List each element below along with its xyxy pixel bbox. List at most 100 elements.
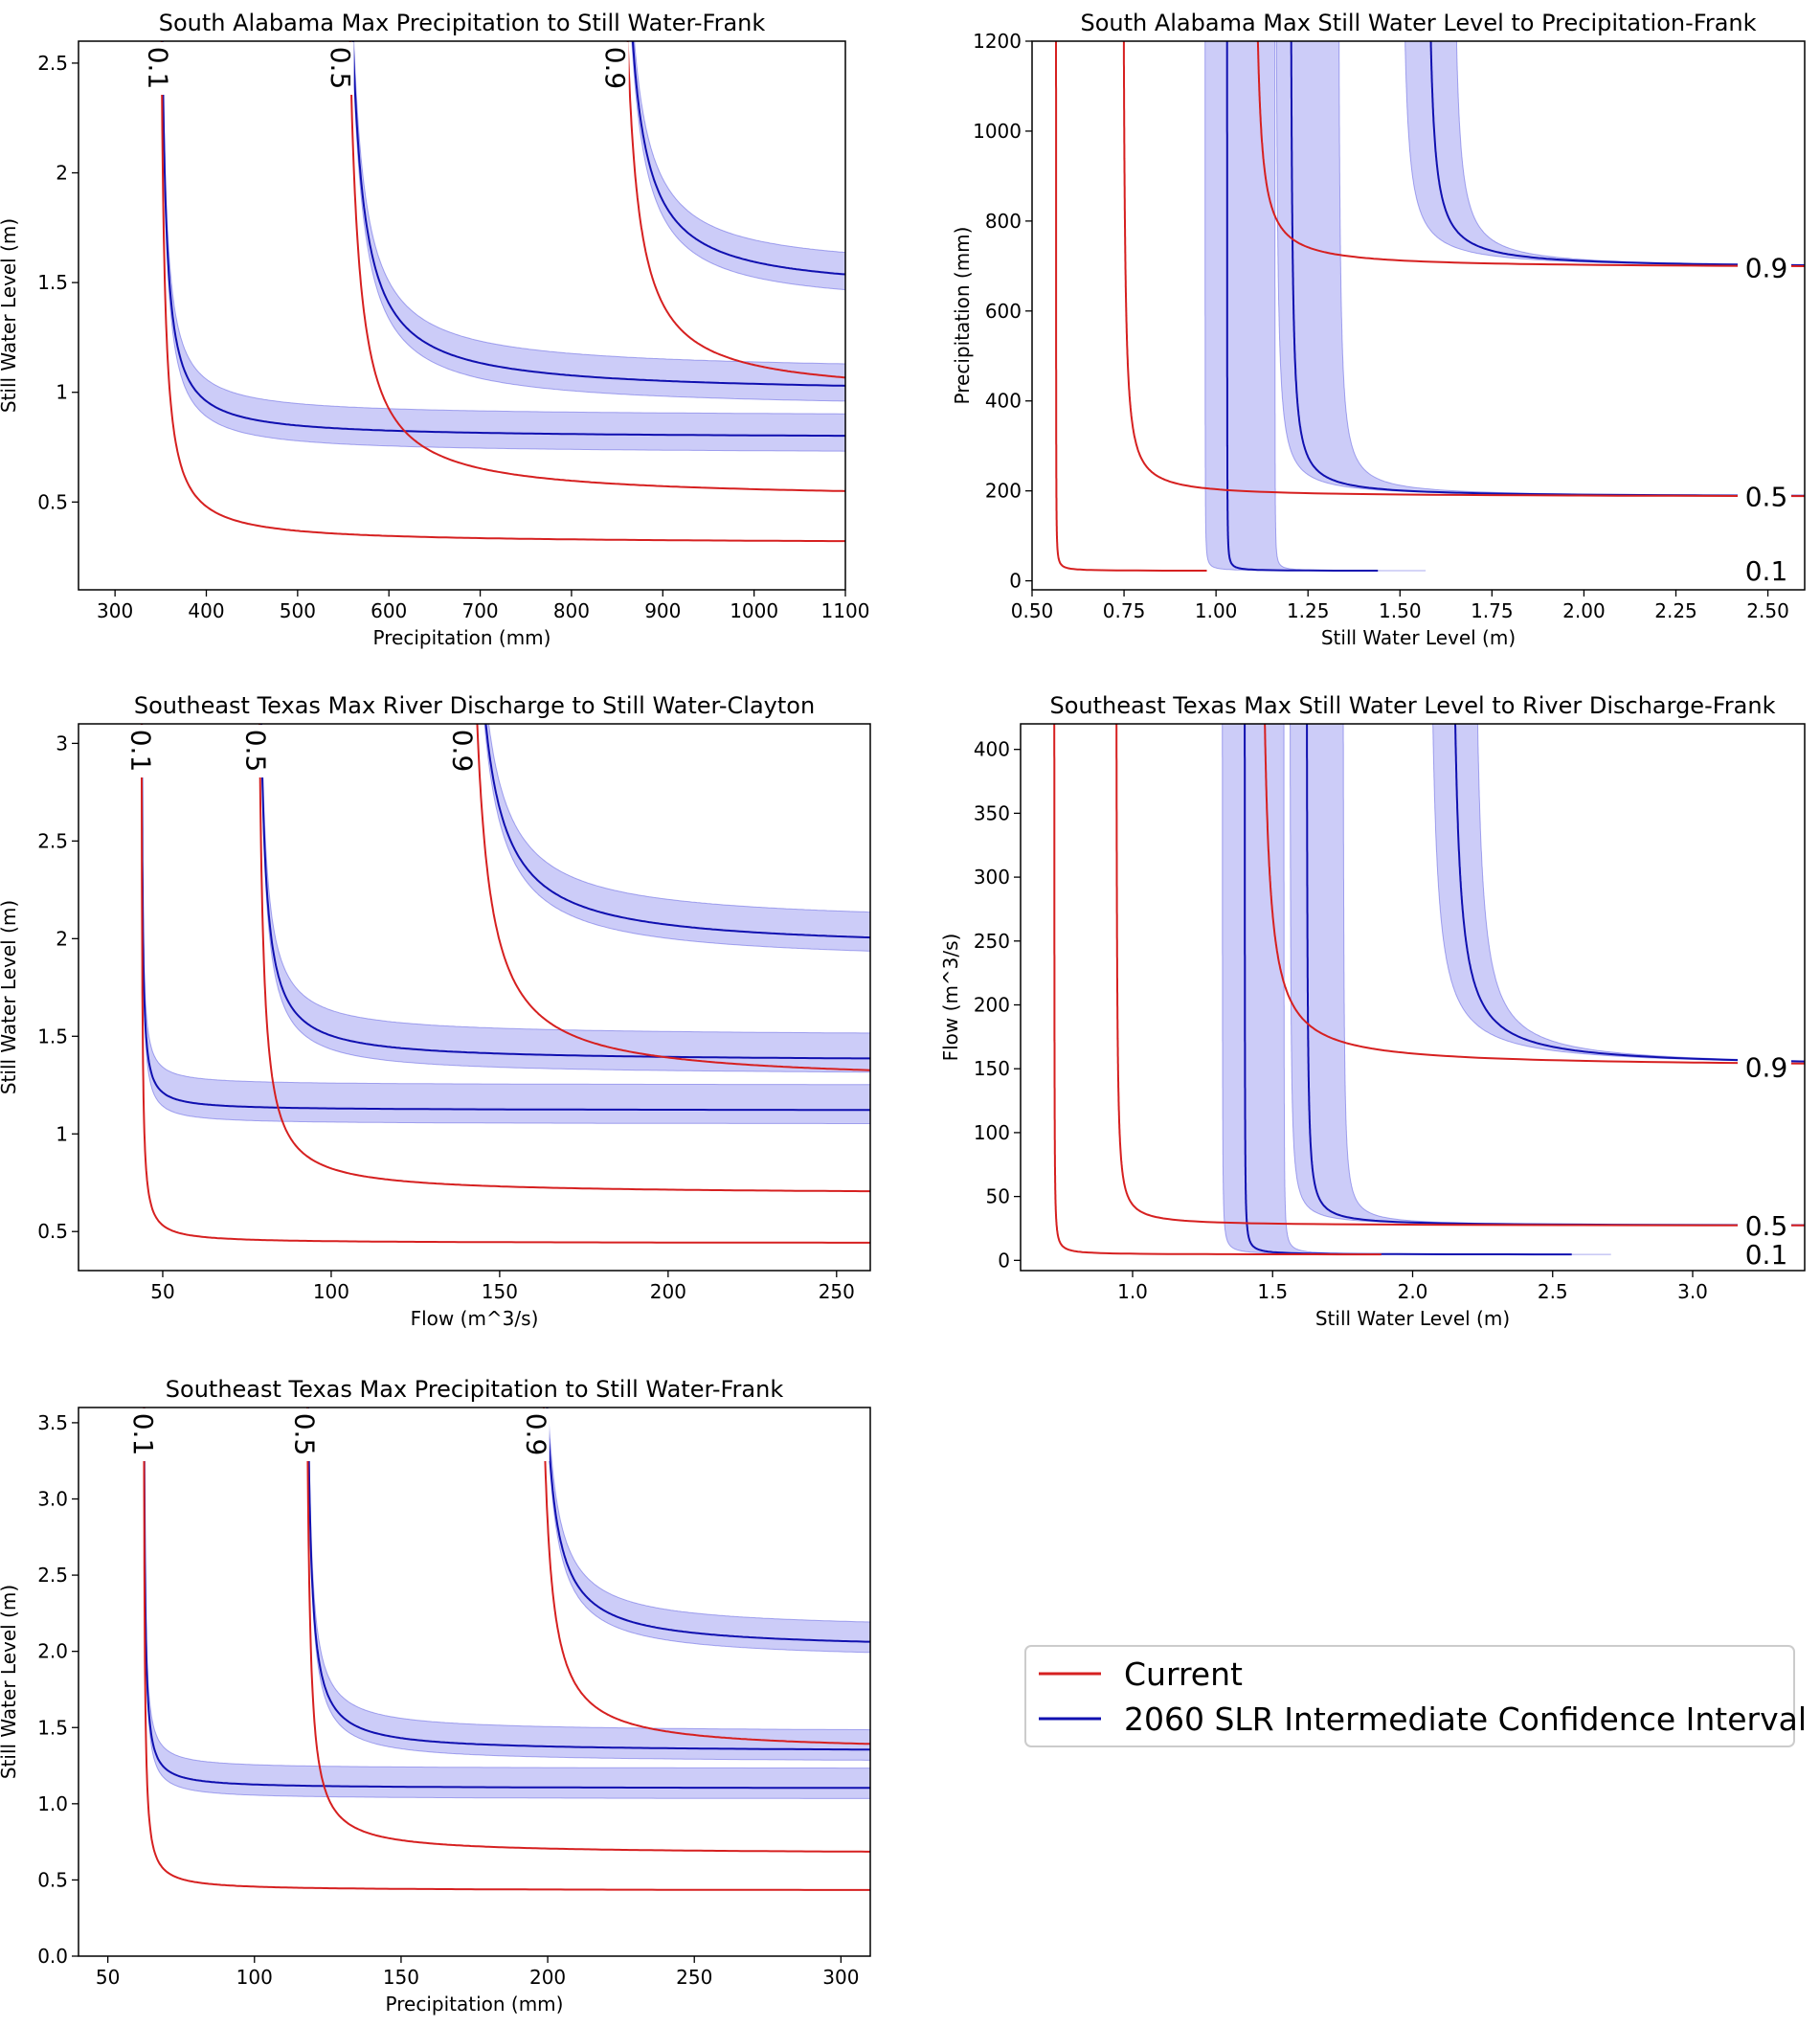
- contour-label-0.1: 0.1: [1745, 1239, 1788, 1271]
- chart-title: South Alabama Max Still Water Level to P…: [1080, 10, 1756, 36]
- ci-band-0.5: [1275, 41, 1805, 497]
- current-line-0.5: [1115, 724, 1805, 1227]
- ci-band-0.9: [1404, 41, 1805, 266]
- ci-band-0.1: [144, 1408, 870, 1799]
- x-tick-label: 150: [482, 1280, 518, 1303]
- contour-label-0.5: 0.5: [288, 1413, 320, 1456]
- ci-band-0.1: [1204, 41, 1427, 572]
- x-tick-label: 800: [553, 599, 590, 622]
- y-tick-label: 1.5: [37, 1716, 68, 1739]
- contour-label-0.9: 0.9: [1745, 1051, 1788, 1083]
- y-axis-label: Flow (m^3/s): [939, 934, 962, 1062]
- axes-frame: [78, 40, 846, 591]
- y-axis-label: Still Water Level (m): [0, 900, 20, 1094]
- ci-band-0.1: [141, 724, 870, 1124]
- x-tick-label: 200: [650, 1280, 686, 1303]
- contour-label-0.9: 0.9: [1745, 253, 1788, 284]
- contour-label-0.1: 0.1: [142, 47, 173, 90]
- y-tick-label: 0.5: [37, 1868, 68, 1891]
- slr-line-0.1: [1244, 724, 1572, 1256]
- x-axis-label: Precipitation (mm): [386, 1993, 564, 2016]
- contour-label-0.9: 0.9: [447, 730, 479, 773]
- x-tick-label: 2.5: [1538, 1280, 1568, 1303]
- ci-band-0.1: [1222, 724, 1611, 1255]
- slr-line-0.1: [1225, 41, 1379, 572]
- ci-band-0.5: [307, 1408, 870, 1761]
- slr-line-0.5: [1306, 724, 1805, 1227]
- x-tick-label: 3.0: [1677, 1280, 1708, 1303]
- y-tick-label: 0: [1009, 570, 1022, 593]
- chart-setx-precip: 0.1 0.5 0.9 50 100 150 200 250 300 0.0 0.5 1.0 1.5 2.…: [0, 1376, 871, 2016]
- y-tick-label: 1000: [973, 120, 1022, 143]
- y-axis-label: Still Water Level (m): [0, 218, 20, 413]
- slr-line-0.9: [1429, 41, 1805, 267]
- ci-band-0.1: [162, 41, 845, 452]
- y-tick-label: 350: [974, 801, 1010, 824]
- x-tick-label: 1.75: [1471, 599, 1514, 622]
- y-tick-label: 800: [985, 210, 1022, 233]
- contour-label-0.1: 0.1: [1745, 555, 1788, 587]
- slr-line-0.9: [546, 1408, 870, 1643]
- y-tick-label: 3: [56, 732, 68, 754]
- chart-setx-swl: 0.10.5 0.9 1.0 1.5 2.0 2.5 3.0 0 50 100 150 200 250 3…: [939, 692, 1806, 1330]
- x-tick-label: 50: [150, 1280, 174, 1303]
- y-tick-label: 3.5: [37, 1411, 68, 1434]
- y-tick-label: 1: [56, 1122, 68, 1145]
- x-tick-label: 150: [383, 1966, 419, 1989]
- x-tick-label: 700: [461, 599, 498, 622]
- x-tick-label: 200: [529, 1966, 566, 1989]
- x-tick-label: 500: [280, 599, 316, 622]
- x-tick-label: 300: [822, 1966, 859, 1989]
- y-tick-label: 250: [974, 930, 1010, 953]
- slr-line-0.1: [143, 1408, 870, 1790]
- ci-band-0.5: [260, 724, 870, 1073]
- current-line-0.9: [1264, 724, 1805, 1065]
- current-line-0.9: [476, 724, 870, 1071]
- current-line-0.5: [305, 1408, 870, 1853]
- y-tick-label: 300: [974, 866, 1010, 889]
- y-tick-label: 1200: [973, 30, 1022, 53]
- x-axis-label: Flow (m^3/s): [411, 1307, 539, 1330]
- x-tick-label: 2.25: [1654, 599, 1697, 622]
- x-axis-label: Still Water Level (m): [1321, 626, 1516, 649]
- contour-label-0.5: 0.5: [1745, 482, 1788, 513]
- legend: Current 2060 SLR Intermediate Confidence …: [1024, 1645, 1807, 1747]
- x-tick-label: 900: [644, 599, 681, 622]
- current-line-0.5: [258, 724, 870, 1193]
- x-tick-label: 0.50: [1011, 599, 1054, 622]
- slr-line-0.1: [141, 724, 870, 1112]
- current-line-0.1: [1053, 724, 1382, 1256]
- current-line-0.1: [140, 724, 870, 1244]
- y-tick-label: 50: [986, 1185, 1010, 1208]
- chart-title: Southeast Texas Max Precipitation to Sti…: [166, 1376, 784, 1403]
- current-line-0.5: [348, 41, 845, 492]
- axes-frame: [1031, 40, 1806, 591]
- y-tick-label: 200: [985, 480, 1022, 503]
- legend-label-0: Current: [1124, 1655, 1243, 1693]
- slr-line-0.9: [631, 41, 845, 276]
- contour-label-0.1: 0.1: [125, 730, 157, 773]
- slr-line-0.9: [1454, 724, 1805, 1063]
- y-tick-label: 400: [974, 738, 1010, 761]
- x-tick-label: 2.50: [1746, 599, 1789, 622]
- plot-area: [1053, 724, 1805, 1256]
- x-tick-label: 1100: [821, 599, 870, 622]
- ci-band-0.5: [1290, 724, 1805, 1227]
- y-tick-label: 2.5: [37, 1564, 68, 1587]
- y-axis-label: Precipitation (mm): [951, 227, 974, 405]
- plot-area: [160, 41, 845, 543]
- slr-line-0.9: [484, 724, 870, 939]
- x-tick-label: 1.50: [1379, 599, 1422, 622]
- contour-label-0.5: 0.5: [325, 47, 356, 90]
- x-tick-label: 1000: [730, 599, 778, 622]
- x-tick-label: 400: [188, 599, 224, 622]
- x-tick-label: 50: [96, 1966, 120, 1989]
- contour-label-0.9: 0.9: [599, 47, 631, 90]
- x-tick-label: 2.00: [1562, 599, 1606, 622]
- current-line-0.1: [160, 41, 845, 543]
- x-tick-label: 0.75: [1103, 599, 1146, 622]
- axes-frame: [78, 723, 871, 1272]
- x-tick-label: 1.0: [1117, 1280, 1148, 1303]
- x-axis-label: Still Water Level (m): [1315, 1307, 1510, 1330]
